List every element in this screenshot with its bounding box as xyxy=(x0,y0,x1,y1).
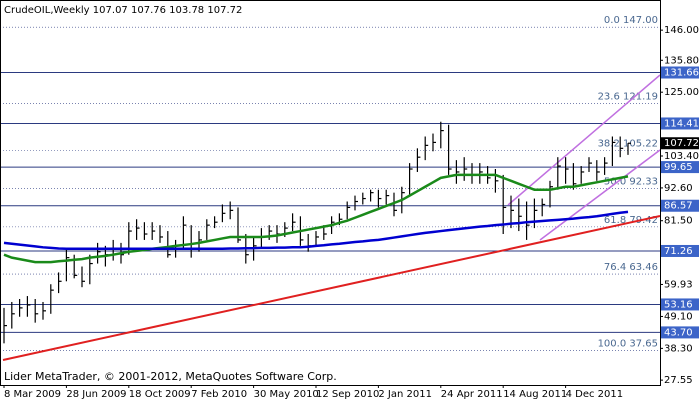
moving-average xyxy=(3,210,629,251)
y-tick-label: 38.30 xyxy=(664,343,693,354)
close: 107.72 xyxy=(207,5,242,16)
level-label: 99.65 xyxy=(664,162,693,173)
y-tick-label: 146.00 xyxy=(664,25,699,36)
symbol: CrudeOIL,Weekly xyxy=(4,5,90,16)
low: 103.78 xyxy=(169,5,204,16)
y-tick-label: 125.00 xyxy=(664,87,699,98)
price-label: 107.72 xyxy=(664,138,699,149)
fib-label: 100.0 37.65 xyxy=(598,338,658,349)
plot-border xyxy=(0,0,661,386)
trend-line xyxy=(2,215,661,361)
fib-label: 76.4 63.46 xyxy=(604,262,658,273)
level-box xyxy=(661,199,699,212)
level-label: 86.57 xyxy=(664,201,693,212)
y-tick-label: 103.40 xyxy=(664,151,699,162)
x-tick-label: 4 Dec 2011 xyxy=(566,389,624,400)
y-tick-label: 49.10 xyxy=(664,311,693,322)
x-tick-label: 2 Jan 2011 xyxy=(378,389,432,400)
x-tick-label: 14 Aug 2011 xyxy=(503,389,567,400)
level-label: 114.41 xyxy=(664,118,699,129)
price-box xyxy=(661,137,699,150)
plot xyxy=(3,121,631,344)
fib-label: 23.6 121.19 xyxy=(598,91,658,102)
level-label: 131.66 xyxy=(664,68,699,79)
footer: Lider MetaTrader, © 2001-2012, MetaQuote… xyxy=(4,370,337,383)
y-tick-label: 27.55 xyxy=(664,375,693,386)
level-box xyxy=(661,161,699,174)
x-tick-label: 24 Apr 2011 xyxy=(441,389,503,400)
channel-lower xyxy=(539,149,661,241)
high: 107.76 xyxy=(131,5,166,16)
x-tick-label: 7 Feb 2010 xyxy=(191,389,247,400)
level-label: 53.16 xyxy=(664,299,693,310)
level-box xyxy=(661,298,699,311)
open: 107.07 xyxy=(93,5,128,16)
level-box xyxy=(661,66,699,79)
x-tick-label: 28 Jun 2009 xyxy=(66,389,126,400)
level-label: 43.70 xyxy=(664,327,693,338)
y-tick-label: 81.50 xyxy=(664,216,693,227)
moving-average xyxy=(3,173,629,264)
x-tick-label: 12 Sep 2010 xyxy=(316,389,379,400)
channel-upper xyxy=(507,74,661,206)
y-tick-label: 92.60 xyxy=(664,183,693,194)
fib-label: 0.0 147.00 xyxy=(604,15,658,26)
level-box xyxy=(661,326,699,339)
level-box xyxy=(661,244,699,257)
x-tick-label: 8 Mar 2009 xyxy=(4,389,61,400)
level-box xyxy=(661,117,699,130)
chart-title: CrudeOIL,Weekly 107.07 107.76 103.78 107… xyxy=(4,5,242,16)
fib-label: 61.8 79.42 xyxy=(604,215,658,226)
x-tick-label: 30 May 2010 xyxy=(254,389,319,400)
level-label: 71.26 xyxy=(664,246,693,257)
x-tick-label: 18 Oct 2009 xyxy=(129,389,191,400)
y-tick-label: 135.80 xyxy=(664,55,699,66)
y-tick-label: 59.93 xyxy=(664,279,693,290)
fib-label: 50.0 92.33 xyxy=(604,177,658,188)
